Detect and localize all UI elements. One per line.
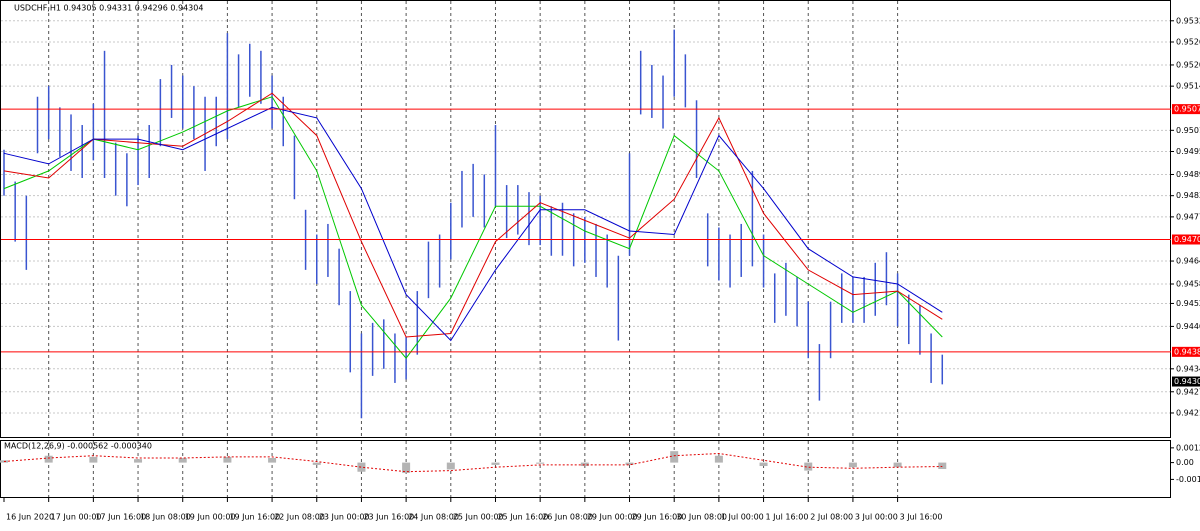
y-tick-label: 0.94460	[1176, 322, 1200, 331]
x-tick-label: 3 Jul 00:00	[855, 513, 898, 522]
macd-bar	[134, 459, 143, 463]
y-tick-label: 0.94770	[1176, 212, 1200, 221]
macd-bar	[670, 451, 679, 463]
macd-bar	[580, 462, 589, 467]
x-tick-label: 2 Jul 08:00	[810, 513, 853, 522]
y-tick-label: 0.94955	[1176, 147, 1200, 156]
macd-bar	[625, 462, 634, 465]
macd-bar	[759, 462, 768, 467]
moving-average	[3, 96, 943, 360]
y-tick-label: 0.95265	[1176, 37, 1200, 46]
y-tick-label: 0.95015	[1176, 126, 1200, 135]
y-tick-label: 0.94215	[1176, 408, 1200, 417]
macd-bar	[536, 462, 545, 464]
y-tick-label: 0.94340	[1176, 364, 1200, 373]
moving-average	[3, 106, 943, 342]
macd-bar	[491, 462, 500, 465]
x-tick-label: 25 Jun 16:00	[497, 513, 548, 522]
x-tick-label: 26 Jun 08:00	[542, 513, 593, 522]
level-label: 0.94388	[1174, 347, 1200, 356]
macd-bar	[44, 455, 53, 463]
x-tick-label: 29 Jun 16:00	[632, 513, 683, 522]
level-tag	[1172, 346, 1200, 357]
macd-pane	[0, 440, 1171, 498]
macd-bar	[446, 462, 455, 470]
macd-bar	[357, 462, 366, 472]
x-tick-label: 3 Jul 16:00	[900, 513, 943, 522]
macd-bar	[893, 462, 902, 468]
macd-bar	[312, 462, 321, 465]
signal-line	[3, 452, 943, 473]
macd-bar	[804, 462, 813, 471]
level-tag	[1172, 234, 1200, 245]
macd-bar	[268, 458, 277, 463]
macd-bar	[848, 462, 857, 468]
x-tick-label: 23 Jun 00:00	[319, 513, 370, 522]
level-label: 0.94706	[1174, 235, 1200, 244]
x-tick-label: 18 Jun 08:00	[140, 513, 191, 522]
macd-bar	[89, 456, 98, 463]
y-tick-label: 0.94525	[1176, 299, 1200, 308]
main-pane	[0, 0, 1171, 438]
y-tick-label: -0.00147	[1176, 475, 1200, 484]
macd-bar	[402, 462, 411, 473]
y-tick-label: 0.94830	[1176, 191, 1200, 200]
y-tick-label: 0.94890	[1176, 170, 1200, 179]
level-label: 0.95075	[1174, 105, 1200, 114]
x-tick-label: 16 Jun 2020	[6, 513, 54, 522]
last-price-tag	[1172, 376, 1200, 387]
macd-label: MACD(12,26,9) -0.000562 -0.000340	[4, 442, 152, 451]
y-tick-label: 0.95140	[1176, 82, 1200, 91]
y-tick-label: 0.94645	[1176, 257, 1200, 266]
macd-bar	[178, 458, 187, 463]
y-tick-label: 0.95200	[1176, 60, 1200, 69]
last-price-label: 0.94304	[1174, 377, 1200, 386]
macd-bar	[714, 455, 723, 463]
macd-bar	[223, 456, 232, 463]
x-tick-label: 1 Jul 00:00	[721, 513, 764, 522]
x-tick-label: 22 Jun 08:00	[274, 513, 325, 522]
y-tick-label: 0.95325	[1176, 16, 1200, 25]
x-tick-label: 1 Jul 16:00	[766, 513, 809, 522]
x-tick-label: 17 Jun 00:00	[51, 513, 102, 522]
x-tick-label: 29 Jun 00:00	[587, 513, 638, 522]
x-tick-label: 25 Jun 00:00	[453, 513, 504, 522]
y-tick-label: 0.00129	[1176, 443, 1200, 452]
symbol-label: USDCHF,H1 0.94305 0.94331 0.94296 0.9430…	[14, 4, 203, 13]
x-tick-label: 17 Jun 16:00	[95, 513, 146, 522]
y-tick-label: 0.94580	[1176, 280, 1200, 289]
x-tick-label: 24 Jun 08:00	[408, 513, 459, 522]
x-tick-label: 19 Jun 00:00	[185, 513, 236, 522]
y-tick-label: 0.00	[1176, 458, 1194, 467]
macd-bar	[938, 462, 947, 470]
y-tick-label: 0.94275	[1176, 387, 1200, 396]
x-tick-label: 30 Jun 08:00	[676, 513, 727, 522]
level-tag	[1172, 104, 1200, 115]
x-tick-label: 19 Jun 16:00	[229, 513, 280, 522]
x-tick-label: 23 Jun 16:00	[363, 513, 414, 522]
